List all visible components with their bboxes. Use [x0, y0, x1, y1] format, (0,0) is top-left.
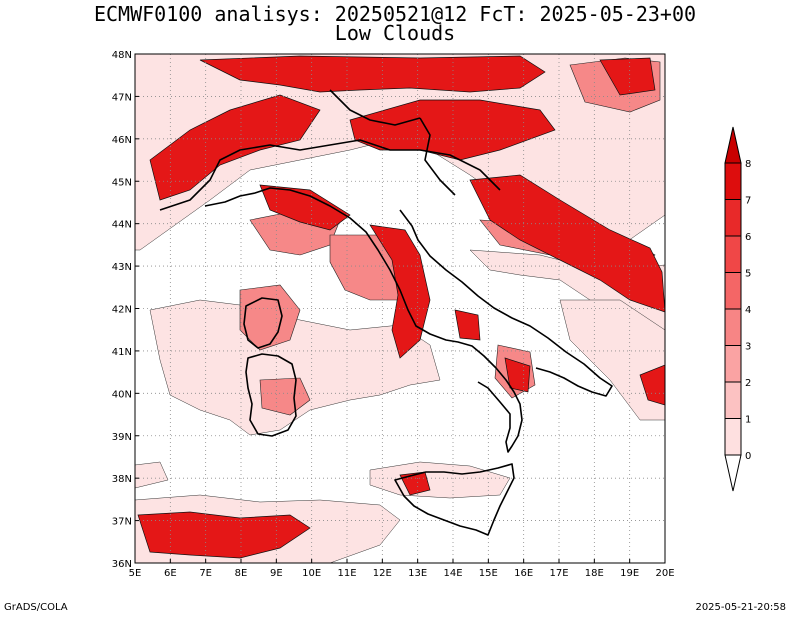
colorbar-segment — [724, 162, 742, 200]
lat-tick-label: 47N — [112, 92, 132, 103]
lon-tick-label: 17E — [549, 568, 568, 579]
colorbar-segment — [724, 418, 742, 456]
colorbar-label: 0 — [745, 451, 751, 462]
colorbar-label: 1 — [745, 415, 751, 426]
longitude-tick-labels: 5E 6E 7E 8E 9E 10E 11E 12E 13E 14E 15E 16E 17E 18E 19E… — [129, 559, 675, 579]
lon-tick-label: 8E — [235, 568, 248, 579]
lat-tick-label: 46N — [112, 135, 132, 146]
colorbar-bottom-arrow — [724, 454, 742, 492]
colorbar-top-arrow — [724, 126, 742, 164]
latitude-tick-labels: 36N 37N 38N 39N 40N 41N 42N 43N 44N 45N 46N 47N 48N — [112, 50, 139, 570]
lon-tick-label: 9E — [270, 568, 283, 579]
colorbar-segment — [724, 345, 742, 383]
lat-tick-label: 48N — [112, 50, 132, 61]
colorbar-legend: 0 1 2 3 4 5 6 7 8 — [724, 126, 751, 492]
colorbar-label: 4 — [745, 305, 751, 316]
lat-tick-label: 42N — [112, 305, 132, 316]
colorbar-segment — [724, 381, 742, 419]
colorbar-segment — [724, 199, 742, 237]
colorbar-label: 3 — [745, 342, 751, 353]
colorbar-label: 8 — [745, 159, 751, 170]
lat-tick-label: 38N — [112, 474, 132, 485]
lon-tick-label: 14E — [443, 568, 462, 579]
lat-tick-label: 39N — [112, 432, 132, 443]
colorbar-segment — [724, 235, 742, 273]
colorbar-segment — [724, 272, 742, 310]
lon-tick-label: 20E — [655, 568, 674, 579]
lon-tick-label: 6E — [164, 568, 177, 579]
colorbar-label: 5 — [745, 269, 751, 280]
lon-tick-label: 13E — [408, 568, 427, 579]
generation-timestamp: 2025-05-21-20:58 — [695, 602, 786, 613]
lon-tick-label: 12E — [373, 568, 392, 579]
coastlines — [159, 89, 613, 536]
lat-tick-label: 41N — [112, 347, 132, 358]
map-area — [135, 54, 665, 563]
colorbar-label: 2 — [745, 378, 751, 389]
lat-tick-label: 36N — [112, 559, 132, 570]
software-credit: GrADS/COLA — [4, 602, 68, 613]
lat-lon-grid — [135, 54, 665, 563]
lon-tick-label: 15E — [479, 568, 498, 579]
lon-tick-label: 11E — [337, 568, 356, 579]
lat-tick-label: 40N — [112, 389, 132, 400]
lat-tick-label: 43N — [112, 262, 132, 273]
map-title: ECMWF0100 analisys: 20250521@12 FcT: 202… — [93, 2, 697, 26]
lon-tick-label: 7E — [199, 568, 212, 579]
cloud-field-dense — [137, 55, 665, 559]
lat-tick-label: 44N — [112, 220, 132, 231]
lon-tick-label: 18E — [585, 568, 604, 579]
lon-tick-label: 5E — [129, 568, 142, 579]
lon-tick-label: 16E — [514, 568, 533, 579]
colorbar-segment — [724, 308, 742, 346]
lat-tick-label: 45N — [112, 177, 132, 188]
lon-tick-label: 19E — [620, 568, 639, 579]
colorbar-label: 6 — [745, 232, 751, 243]
map-subtitle: Low Clouds — [334, 21, 456, 45]
lat-tick-label: 37N — [112, 517, 132, 528]
colorbar-label: 7 — [745, 196, 751, 207]
lon-tick-label: 10E — [302, 568, 321, 579]
